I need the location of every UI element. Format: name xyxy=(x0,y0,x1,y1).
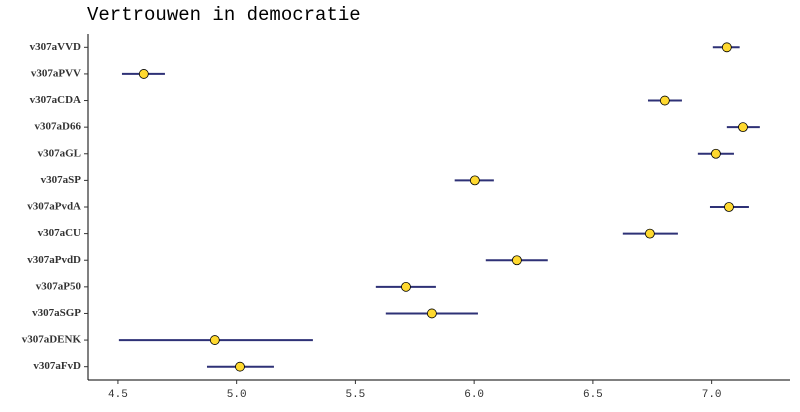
y-tick-label: v307aFvD xyxy=(33,360,81,372)
point xyxy=(721,42,732,53)
x-tick-label: 5.0 xyxy=(227,389,247,401)
y-tick-label: v307aPvdD xyxy=(27,254,81,266)
point xyxy=(659,95,670,106)
y-tick-label: v307aPVV xyxy=(31,67,81,79)
point xyxy=(469,175,480,186)
y-tick-label: v307aGL xyxy=(38,147,81,159)
x-tick-label: 6.0 xyxy=(464,389,484,401)
y-tick-label: v307aCU xyxy=(38,227,81,239)
point xyxy=(138,69,149,79)
y-tick-label: v307aDENK xyxy=(22,334,82,346)
y-tick-label: v307aCDA xyxy=(30,94,81,106)
y-tick-label: v307aD66 xyxy=(35,121,82,133)
point xyxy=(426,308,437,319)
x-tick-label: 4.5 xyxy=(108,389,128,401)
y-tick-label: v307aSP xyxy=(41,174,82,186)
point xyxy=(644,228,655,239)
point xyxy=(209,335,220,345)
point xyxy=(401,281,411,292)
x-tick-label: 5.5 xyxy=(345,389,365,401)
point xyxy=(738,122,748,133)
y-tick-label: v307aVVD xyxy=(30,41,81,53)
point xyxy=(711,148,721,159)
x-tick-label: 6.5 xyxy=(583,389,603,401)
chart-title: Vertrouwen in democratie xyxy=(87,4,361,26)
point xyxy=(235,361,245,372)
y-tick-label: v307aPvdA xyxy=(27,201,81,213)
point xyxy=(511,255,522,266)
x-tick-label: 7.0 xyxy=(702,389,722,401)
y-tick-label: v307aP50 xyxy=(36,280,82,292)
point xyxy=(724,202,734,212)
y-tick-label: v307aSGP xyxy=(32,307,81,319)
